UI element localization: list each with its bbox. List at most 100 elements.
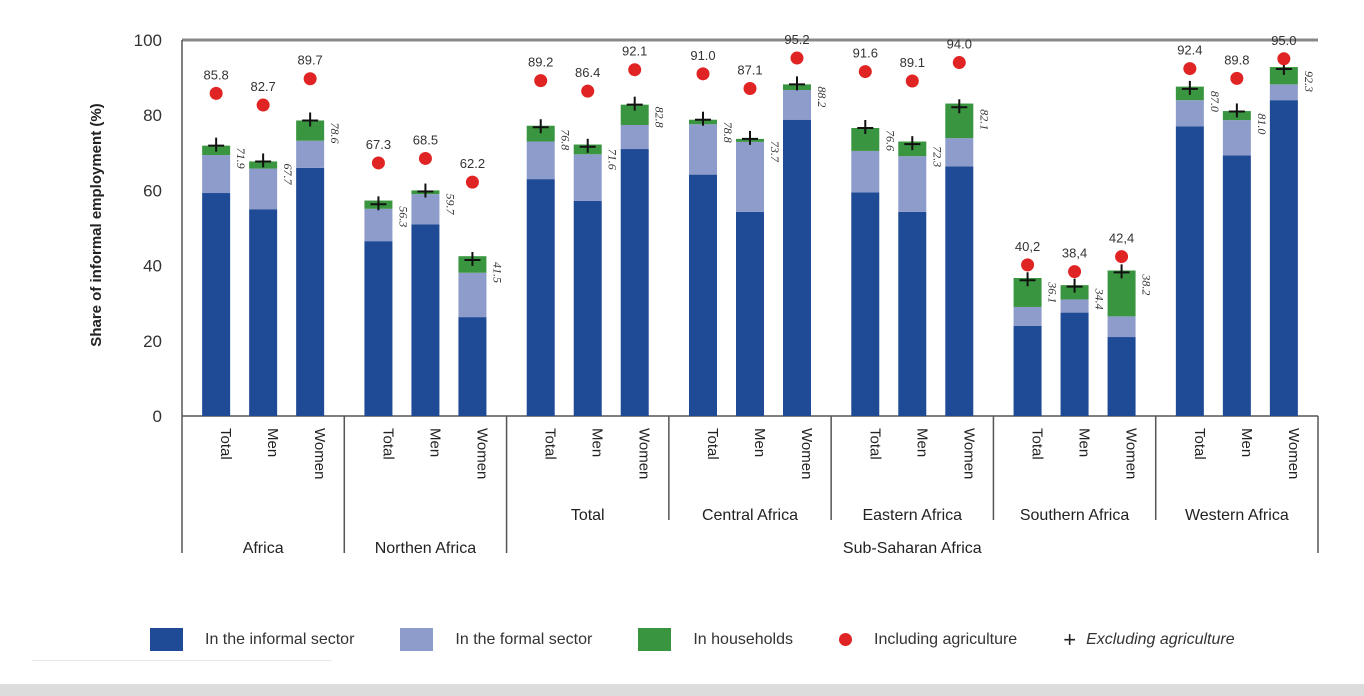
bar-segment-informal [249,209,278,416]
bar-segment-informal [851,192,880,416]
plus-icon: + [1063,626,1077,652]
bar-segment-formal [364,208,393,242]
category-label: Total [704,428,721,460]
including-agriculture-dot [1183,62,1197,76]
including-agriculture-label: 92.4 [1177,43,1202,58]
category-label: Total [542,428,559,460]
including-agriculture-label: 40,2 [1015,239,1040,254]
including-agriculture-label: 86.4 [575,65,600,80]
legend-item-excluding-agriculture: + Excluding agriculture [1063,626,1235,652]
legend-label-households: In households [693,630,793,648]
including-agriculture-label: 67.3 [366,137,391,152]
bar-segment-formal [783,90,811,120]
legend-item-informal: In the informal sector [150,628,354,651]
group-label: Western Africa [1185,507,1289,524]
bottom-scroll-area [0,684,1364,696]
including-agriculture-dot [1277,52,1291,66]
supergroup-label: Sub-Saharan Africa [843,540,982,557]
including-agriculture-label: 62.2 [460,156,485,171]
y-tick-label: 100 [134,31,162,50]
y-tick-label: 0 [153,407,162,426]
bar-segment-households [526,125,555,142]
category-label: Women [636,428,653,479]
category-label: Men [264,428,281,457]
bar-segment-formal [1013,306,1042,326]
excluding-agriculture-label: 72.3 [930,146,944,167]
bar-segment-informal [202,193,231,416]
including-agriculture-dot [858,65,872,79]
including-agriculture-label: 89.2 [528,55,553,70]
bar-segment-households [296,120,325,141]
legend-item-households: In households [638,628,793,651]
excluding-agriculture-label: 38.2 [1140,273,1154,295]
including-agriculture-dot [790,51,804,65]
stacked-bar-chart: Share of informal employment (%) 0 20 40 60… [88,31,1319,557]
category-label: Men [589,428,606,457]
legend-item-formal: In the formal sector [400,628,592,651]
bar-segment-formal [573,154,602,201]
including-agriculture-dot [209,86,223,100]
excluding-agriculture-label: 71.9 [234,148,248,169]
bar-segment-informal [620,149,649,417]
bar-segment-informal [411,224,440,416]
including-agriculture-dot [418,151,432,165]
bar-segment-formal [736,141,764,212]
bar-segment-informal [364,241,393,416]
bar-segment-formal [526,141,555,180]
including-agriculture-dot [696,67,710,81]
bar-segment-formal [689,124,717,175]
legend-swatch-informal [150,628,183,651]
markers: 71.9 85.8 67.7 82.7 78.6 89.7 56.3 67.3 59.7 68.5… [203,32,1315,310]
group-label: Northen Africa [375,540,476,557]
including-agriculture-label: 92.1 [622,44,647,59]
including-agriculture-label: 95.2 [784,32,809,47]
y-axis-label: Share of informal employment (%) [88,103,105,346]
group-label: Central Africa [702,507,798,524]
bar-segment-informal [1013,325,1042,416]
including-agriculture-label: 91.0 [690,48,715,63]
excluding-agriculture-label: 76.6 [883,130,897,151]
including-agriculture-dot [534,74,548,88]
group-label: Total [571,507,605,524]
including-agriculture-label: 94.0 [947,37,972,52]
including-agriculture-dot [256,98,270,112]
y-ticks: 0 20 40 60 80 100 [134,31,162,426]
excluding-agriculture-label: 36.1 [1046,281,1060,303]
bar-segment-informal [1222,155,1251,416]
including-agriculture-label: 82.7 [250,79,275,94]
including-agriculture-label: 89.8 [1224,52,1249,67]
bar-segment-households [1269,67,1298,85]
excluding-agriculture-label: 92.3 [1302,71,1316,92]
category-label: Total [1191,428,1208,460]
category-label: Women [311,428,328,479]
excluding-agriculture-label: 67.7 [281,163,295,185]
including-agriculture-dot [303,72,317,86]
including-agriculture-label: 85.8 [203,67,228,82]
bars [202,67,1298,417]
legend-label-excluding-agriculture: Excluding agriculture [1086,630,1235,648]
including-agriculture-dot [628,63,642,77]
bar-segment-informal [689,174,717,416]
excluding-agriculture-label: 71.6 [606,149,620,170]
excluding-agriculture-label: 82.1 [977,109,991,130]
including-agriculture-dot [1115,250,1129,264]
including-agriculture-dot [1230,71,1244,85]
legend-label-formal: In the formal sector [455,630,593,648]
bar-segment-informal [296,167,325,416]
bar-segment-informal [458,317,487,416]
bar-segment-informal [1175,126,1204,416]
bar-segment-formal [411,194,440,225]
including-agriculture-dot [1021,258,1035,272]
including-agriculture-label: 42,4 [1109,231,1134,246]
y-tick-label: 40 [143,257,162,276]
bar-segment-formal [458,272,487,318]
bar-segment-households [851,127,880,151]
excluding-agriculture-label: 81.0 [1255,113,1269,134]
category-label: Women [1285,428,1302,479]
including-agriculture-dot [581,84,595,98]
bar-segment-formal [202,155,231,194]
category-label: Total [866,428,883,460]
bar-segment-formal [1060,299,1089,313]
y-tick-label: 60 [143,181,162,200]
bar-segment-formal [1269,84,1298,101]
